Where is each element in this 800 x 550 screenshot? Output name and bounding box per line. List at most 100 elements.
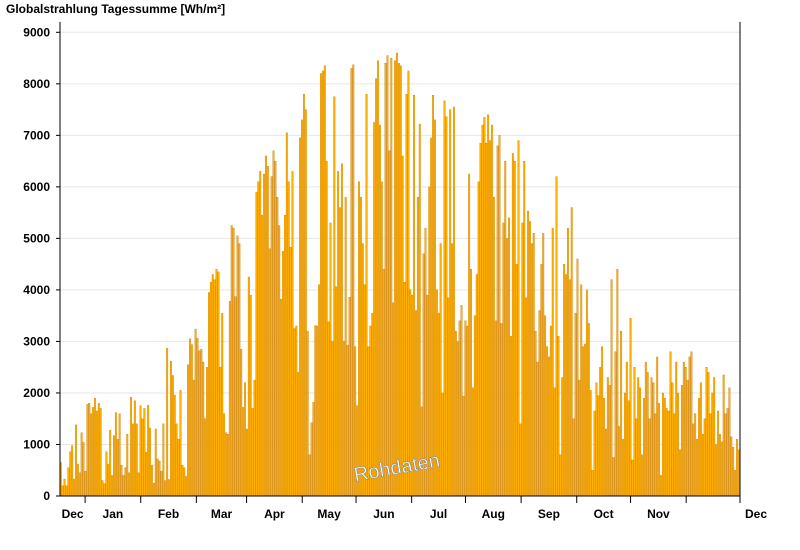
data-bar xyxy=(504,160,507,497)
data-bar xyxy=(734,470,737,497)
data-bar xyxy=(185,476,188,497)
data-bar xyxy=(297,372,300,497)
data-bar xyxy=(549,325,552,497)
data-bar xyxy=(202,361,205,497)
data-bar xyxy=(257,181,260,497)
data-bar xyxy=(555,176,558,497)
data-bar xyxy=(170,360,172,497)
data-bar xyxy=(434,119,436,497)
data-bar xyxy=(236,235,239,497)
data-bar xyxy=(667,410,670,497)
data-bar xyxy=(299,137,302,497)
data-bar xyxy=(253,379,256,497)
data-bar xyxy=(213,279,216,497)
data-bar xyxy=(173,394,176,497)
data-bar xyxy=(373,122,376,497)
data-bar xyxy=(390,57,393,497)
data-bar xyxy=(397,63,400,497)
data-bar xyxy=(508,217,510,497)
data-bar xyxy=(701,434,704,497)
data-bar xyxy=(107,463,110,497)
data-bar xyxy=(483,117,486,497)
data-bar xyxy=(219,367,222,497)
data-bar xyxy=(546,346,548,497)
data-bar xyxy=(492,197,495,497)
data-bar xyxy=(527,210,529,497)
x-tick-label: Jul xyxy=(430,507,447,521)
data-bar xyxy=(567,227,569,497)
data-bar xyxy=(308,454,311,497)
data-bar xyxy=(301,119,303,497)
data-bar xyxy=(133,400,136,497)
data-bar xyxy=(306,330,309,497)
data-bar xyxy=(462,395,465,497)
data-bar xyxy=(280,299,283,497)
data-bar xyxy=(88,403,91,497)
data-bar xyxy=(599,367,602,497)
data-bar xyxy=(318,284,321,497)
data-bar xyxy=(378,124,381,497)
data-bar xyxy=(270,176,273,497)
data-bar xyxy=(479,142,482,497)
data-bar xyxy=(211,274,214,497)
data-bar xyxy=(601,346,604,497)
data-bar xyxy=(709,413,712,497)
data-bar xyxy=(658,403,661,497)
data-bar xyxy=(333,96,336,497)
data-bar xyxy=(593,410,596,497)
data-bar xyxy=(529,221,531,497)
data-bar xyxy=(337,171,340,497)
data-bar xyxy=(521,222,524,497)
data-bar xyxy=(340,163,343,497)
data-bar xyxy=(707,372,710,497)
data-bar xyxy=(90,413,93,497)
data-bar xyxy=(109,429,112,497)
data-bar xyxy=(688,356,691,497)
data-bar xyxy=(350,68,353,497)
data-bar xyxy=(680,385,683,497)
data-bar xyxy=(264,155,267,497)
data-bar xyxy=(494,320,497,497)
data-bar xyxy=(534,330,537,497)
y-tick-label: 4000 xyxy=(23,283,50,297)
data-bar xyxy=(737,449,740,497)
data-bar xyxy=(272,150,275,497)
y-tick-label: 3000 xyxy=(23,334,50,348)
data-bar xyxy=(105,451,108,497)
data-bar xyxy=(416,197,419,497)
data-bar xyxy=(690,351,693,497)
x-tick-label: Mar xyxy=(211,507,233,521)
data-bar xyxy=(639,387,642,497)
data-bar xyxy=(316,325,319,497)
data-bar xyxy=(606,377,609,497)
data-bar xyxy=(405,93,408,497)
data-bar xyxy=(485,142,488,497)
data-bar xyxy=(466,325,469,497)
data-bar xyxy=(245,428,248,497)
data-bar xyxy=(287,181,290,497)
data-bar xyxy=(430,137,433,497)
x-tick-label: Feb xyxy=(158,507,179,521)
data-bar xyxy=(282,251,284,497)
data-bar xyxy=(629,318,632,497)
data-bar xyxy=(498,135,501,497)
data-bar xyxy=(135,423,138,497)
data-bar xyxy=(359,197,362,497)
data-bar xyxy=(698,397,700,497)
data-bar xyxy=(204,418,207,497)
data-bar xyxy=(208,292,210,497)
data-bar xyxy=(143,408,146,497)
data-bar xyxy=(473,315,476,497)
data-bar xyxy=(720,441,723,497)
chart-title: Globalstrahlung Tagessumme [Wh/m²] xyxy=(6,2,225,16)
data-bar xyxy=(238,243,241,497)
x-tick-label: Nov xyxy=(647,507,670,521)
data-bar xyxy=(451,243,453,497)
data-bar xyxy=(530,243,533,497)
data-bar xyxy=(295,325,298,497)
data-bar xyxy=(160,471,163,497)
data-bar xyxy=(732,446,735,497)
data-bar xyxy=(481,124,484,497)
data-bar xyxy=(677,392,680,497)
data-bar xyxy=(234,296,237,497)
